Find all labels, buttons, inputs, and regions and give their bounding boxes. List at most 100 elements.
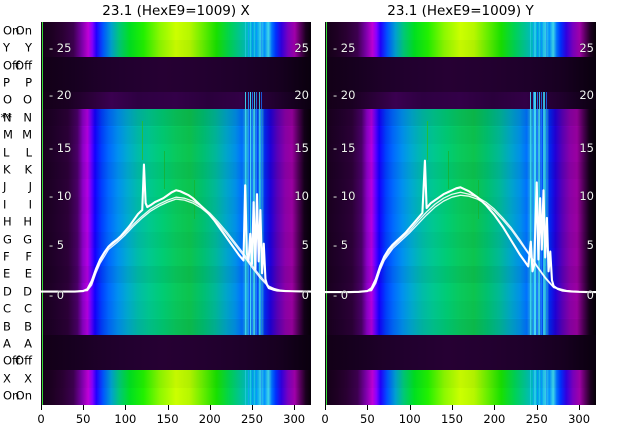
category-tick-left-20: X [24, 371, 32, 386]
inner-y-tick-right-0: 25 [294, 41, 309, 55]
x-tick-mark-2 [125, 405, 127, 410]
heatmap-stripe-band-4-1 [538, 370, 540, 405]
category-tick-right-17: B [3, 318, 11, 333]
category-tick-right-7: L [3, 144, 10, 159]
heatmap-stripe-band-3-1 [536, 370, 538, 405]
category-tick-right-20: X [3, 371, 11, 386]
category-tick-left-19: Off [15, 353, 32, 368]
category-tick-left-15: D [23, 284, 32, 299]
category-tick-right-15: D [3, 284, 12, 299]
heatmap-stripe-band-4-1 [254, 370, 256, 405]
x-tick-mark-2 [409, 405, 411, 410]
x-tick-label-5: 250 [525, 412, 548, 426]
heatmap-row-5 [325, 109, 596, 128]
heatmap-row-6 [325, 126, 596, 145]
category-tick-left-0: On [15, 22, 32, 37]
category-tick-left-7: L [25, 144, 32, 159]
inner-y-tick-left-0: - 25 [333, 41, 356, 55]
category-tick-right-13: F [3, 249, 10, 264]
inner-y-tick-right-2: 15 [294, 141, 309, 155]
heatmap-stripe-band-3-0 [536, 22, 538, 57]
category-tick-left-11: H [23, 214, 32, 229]
category-tick-left-3: P [25, 75, 32, 90]
heatmap-row-17 [325, 317, 596, 336]
category-tick-left-4: O [22, 92, 32, 107]
heatmap-row-0 [325, 22, 596, 40]
x-tick-label-5: 250 [240, 412, 263, 426]
heatmap-stripe-band-4-0 [254, 22, 256, 57]
category-tick-right-0: On [3, 22, 20, 37]
x-tick-mark-5 [251, 405, 253, 410]
category-tick-right-9: J [3, 179, 7, 194]
heatmap-stripe-band-3-1 [252, 370, 253, 405]
x-tick-mark-5 [536, 405, 538, 410]
category-tick-left-9: J [28, 179, 32, 194]
heatmap-stripe-band-2-0 [249, 22, 251, 57]
x-tick-mark-3 [452, 405, 454, 410]
category-tick-left-13: F [25, 249, 32, 264]
heatmap-row-21 [41, 387, 311, 405]
heatmap-stripe-band-1-0 [532, 22, 534, 57]
category-tick-right-1: Y [3, 40, 11, 55]
heatmap-stripe-band-6-0 [258, 22, 260, 57]
inner-y-tick-right-5: 0 [586, 288, 594, 302]
category-tick-right-10: I [3, 197, 7, 212]
heatmap-panel-y[interactable]: - 25 25 - 20 20 - 15 15 - 10 10 - 5 5 - 0 0 [325, 22, 596, 405]
heatmap-stripe-band-4-0 [538, 22, 540, 57]
right-category-axis: On Y Off P O N M L K J I H G F E D C B A Off X On [0, 22, 34, 405]
category-tick-left-14: E [24, 266, 32, 281]
category-tick-left-2: Off [15, 57, 32, 72]
category-tick-left-17: B [24, 318, 32, 333]
category-tick-right-12: G [3, 231, 12, 246]
inner-y-tick-right-1: 20 [579, 88, 594, 102]
heatmap-stripe-band-7-1 [260, 370, 262, 405]
category-tick-left-21: On [15, 388, 32, 403]
heatmap-row-21 [325, 387, 596, 405]
category-tick-left-8: K [24, 162, 32, 177]
heatmap-row-6 [41, 126, 311, 145]
category-tick-right-3: P [3, 75, 10, 90]
heatmap-row-19 [325, 352, 596, 371]
heatmap-row-18 [325, 335, 596, 354]
inner-y-tick-right-3: 10 [294, 189, 309, 203]
heatmap-row-1 [325, 39, 596, 58]
x-axis-panel-y: 0 50 100 150 200 250 300 [321, 405, 596, 437]
x-tick-mark-4 [209, 405, 211, 410]
x-tick-label-6: 300 [283, 412, 306, 426]
x-tick-label-0: 0 [321, 412, 329, 426]
x-tick-mark-6 [294, 405, 296, 410]
category-tick-right-4: O [3, 92, 13, 107]
heatmap-row-2 [325, 56, 596, 75]
inner-y-tick-left-5: - 0 [49, 288, 65, 302]
inner-y-tick-left-1: - 20 [49, 88, 72, 102]
heatmap-green-tick-1 [426, 121, 428, 160]
heatmap-row-20 [325, 370, 596, 389]
heatmap-panel-x[interactable]: - 25 25 - 20 20 - 15 15 - 10 10 - 5 5 - 0 0 [41, 22, 311, 405]
category-tick-right-16: C [3, 301, 12, 316]
heatmap-row-3 [41, 74, 311, 93]
inner-y-tick-left-3: - 10 [49, 189, 72, 203]
category-tick-right-5: N [3, 110, 12, 124]
x-tick-label-4: 200 [483, 412, 506, 426]
category-tick-right-8: K [3, 162, 11, 177]
x-axis-panel-x: 0 50 100 150 200 250 300 [37, 405, 311, 437]
category-tick-left-18: A [24, 336, 32, 351]
x-tick-mark-4 [494, 405, 496, 410]
x-tick-label-1: 50 [75, 412, 91, 426]
heatmap-row-0 [41, 22, 311, 40]
heatmap-row-18 [41, 335, 311, 354]
panel-title-y: 23.1 (HexE9=1009) Y [387, 3, 534, 19]
inner-y-tick-right-5: 0 [301, 288, 309, 302]
x-tick-mark-3 [167, 405, 169, 410]
heatmap-row-20 [41, 370, 311, 389]
inner-y-ticks-x: - 25 25 - 20 20 - 15 15 - 10 10 - 5 5 - 0 0 [41, 22, 311, 405]
x-tick-label-1: 50 [360, 412, 375, 426]
x-tick-mark-0 [41, 405, 42, 410]
annotation-marker: ** [0, 110, 13, 124]
heatmap-stripe-band-7-1 [545, 370, 547, 405]
inner-y-tick-left-5: - 0 [333, 288, 349, 302]
heatmap-row-5 [41, 109, 311, 128]
heatmap-stripe-band-0-1 [245, 370, 247, 405]
heatmap-stripe-band-5-1 [541, 370, 543, 405]
